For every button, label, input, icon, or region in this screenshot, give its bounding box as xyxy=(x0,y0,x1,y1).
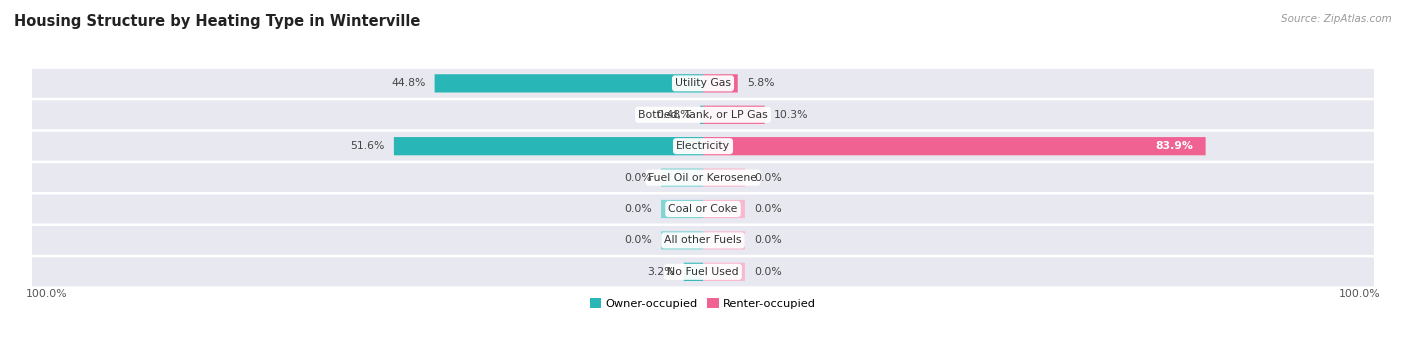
Text: No Fuel Used: No Fuel Used xyxy=(668,267,738,277)
FancyBboxPatch shape xyxy=(32,226,1374,255)
FancyBboxPatch shape xyxy=(703,263,745,281)
FancyBboxPatch shape xyxy=(661,231,703,250)
FancyBboxPatch shape xyxy=(32,257,1374,286)
FancyBboxPatch shape xyxy=(434,74,703,92)
Text: 51.6%: 51.6% xyxy=(350,141,385,151)
FancyBboxPatch shape xyxy=(703,200,745,218)
Text: 0.48%: 0.48% xyxy=(657,110,692,120)
Text: 100.0%: 100.0% xyxy=(27,290,67,299)
FancyBboxPatch shape xyxy=(32,163,1374,192)
Text: 100.0%: 100.0% xyxy=(1339,290,1379,299)
Text: 10.3%: 10.3% xyxy=(773,110,808,120)
Text: 0.0%: 0.0% xyxy=(624,235,652,246)
FancyBboxPatch shape xyxy=(703,74,738,92)
Text: 0.0%: 0.0% xyxy=(754,235,782,246)
Text: Source: ZipAtlas.com: Source: ZipAtlas.com xyxy=(1281,14,1392,24)
Text: 0.0%: 0.0% xyxy=(754,267,782,277)
Text: Bottled, Tank, or LP Gas: Bottled, Tank, or LP Gas xyxy=(638,110,768,120)
Text: 0.0%: 0.0% xyxy=(754,204,782,214)
Text: 44.8%: 44.8% xyxy=(391,78,426,88)
Text: 83.9%: 83.9% xyxy=(1156,141,1194,151)
FancyBboxPatch shape xyxy=(32,69,1374,98)
FancyBboxPatch shape xyxy=(661,200,703,218)
Text: Electricity: Electricity xyxy=(676,141,730,151)
FancyBboxPatch shape xyxy=(32,195,1374,223)
FancyBboxPatch shape xyxy=(703,231,745,250)
FancyBboxPatch shape xyxy=(703,137,1205,155)
Text: 0.0%: 0.0% xyxy=(624,204,652,214)
Legend: Owner-occupied, Renter-occupied: Owner-occupied, Renter-occupied xyxy=(585,294,821,313)
FancyBboxPatch shape xyxy=(700,106,703,124)
FancyBboxPatch shape xyxy=(703,106,765,124)
Text: All other Fuels: All other Fuels xyxy=(664,235,742,246)
Text: 0.0%: 0.0% xyxy=(624,173,652,182)
FancyBboxPatch shape xyxy=(394,137,703,155)
Text: Housing Structure by Heating Type in Winterville: Housing Structure by Heating Type in Win… xyxy=(14,14,420,29)
Text: 5.8%: 5.8% xyxy=(747,78,775,88)
Text: Fuel Oil or Kerosene: Fuel Oil or Kerosene xyxy=(648,173,758,182)
Text: 3.2%: 3.2% xyxy=(647,267,675,277)
FancyBboxPatch shape xyxy=(32,100,1374,129)
Text: 0.0%: 0.0% xyxy=(754,173,782,182)
FancyBboxPatch shape xyxy=(703,168,745,187)
FancyBboxPatch shape xyxy=(661,168,703,187)
FancyBboxPatch shape xyxy=(683,263,703,281)
Text: Coal or Coke: Coal or Coke xyxy=(668,204,738,214)
FancyBboxPatch shape xyxy=(32,132,1374,161)
Text: Utility Gas: Utility Gas xyxy=(675,78,731,88)
